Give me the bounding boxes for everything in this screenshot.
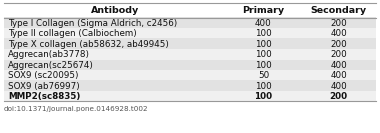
- Text: 200: 200: [331, 40, 347, 49]
- Text: doi:10.1371/journal.pone.0146928.t002: doi:10.1371/journal.pone.0146928.t002: [4, 107, 149, 113]
- Bar: [4, 18, 376, 28]
- Bar: [4, 59, 376, 70]
- Text: 200: 200: [330, 92, 348, 101]
- Bar: [4, 70, 376, 80]
- Text: 400: 400: [331, 61, 347, 70]
- Text: 400: 400: [255, 19, 272, 28]
- Text: Aggrecan(ab3778): Aggrecan(ab3778): [8, 50, 90, 59]
- Bar: [4, 91, 376, 101]
- Text: Type X collagen (ab58632, ab49945): Type X collagen (ab58632, ab49945): [8, 40, 169, 49]
- Text: SOX9 (ab76997): SOX9 (ab76997): [8, 82, 80, 91]
- Bar: [4, 3, 376, 18]
- Text: Antibody: Antibody: [90, 7, 139, 15]
- Text: 100: 100: [255, 50, 272, 59]
- Text: 100: 100: [255, 61, 272, 70]
- Text: Type I Collagen (Sigma Aldrich, c2456): Type I Collagen (Sigma Aldrich, c2456): [8, 19, 177, 28]
- Text: Primary: Primary: [242, 7, 285, 15]
- Text: Type II collagen (Calbiochem): Type II collagen (Calbiochem): [8, 29, 137, 38]
- Text: 200: 200: [331, 50, 347, 59]
- Bar: [4, 28, 376, 38]
- Text: 100: 100: [254, 92, 272, 101]
- Text: Aggrecan(sc25674): Aggrecan(sc25674): [8, 61, 94, 70]
- Text: 400: 400: [331, 71, 347, 80]
- Text: 200: 200: [331, 19, 347, 28]
- Text: Secondary: Secondary: [311, 7, 367, 15]
- Bar: [4, 49, 376, 59]
- Text: 100: 100: [255, 29, 272, 38]
- Text: 50: 50: [258, 71, 269, 80]
- Text: 100: 100: [255, 82, 272, 91]
- Text: SOX9 (sc20095): SOX9 (sc20095): [8, 71, 79, 80]
- Text: 400: 400: [331, 29, 347, 38]
- Text: MMP2(sc8835): MMP2(sc8835): [8, 92, 81, 101]
- Text: 400: 400: [331, 82, 347, 91]
- Bar: [4, 80, 376, 91]
- Text: 100: 100: [255, 40, 272, 49]
- Bar: [4, 38, 376, 49]
